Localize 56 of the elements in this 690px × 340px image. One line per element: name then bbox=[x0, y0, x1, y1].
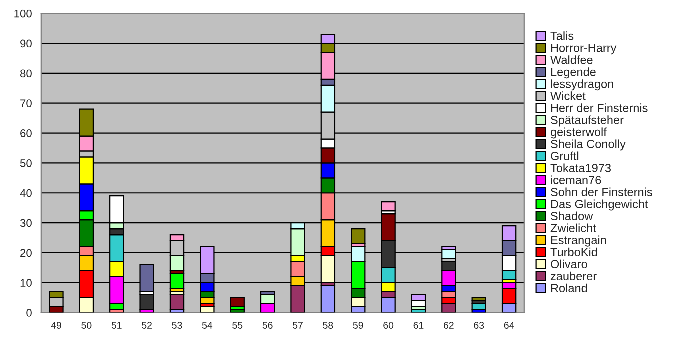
x-tick-label: 61 bbox=[414, 322, 424, 329]
bar bbox=[140, 294, 154, 310]
legend-label: Das Gleichgewicht bbox=[551, 200, 648, 211]
legend-label: Estrangain bbox=[551, 236, 606, 247]
legend-label: geisterwolf bbox=[550, 128, 607, 139]
y-tick-label: 10 bbox=[20, 279, 32, 288]
bar bbox=[230, 297, 245, 308]
x-tick-label: 57 bbox=[292, 322, 303, 329]
legend-label: iceman76 bbox=[551, 176, 602, 184]
x-tick-label: 60 bbox=[384, 322, 394, 329]
legend-label: Wicket bbox=[550, 92, 586, 100]
x-tick-label: 62 bbox=[444, 322, 454, 329]
legend-label: Shadow bbox=[551, 212, 594, 220]
legend-label: Talis bbox=[550, 32, 574, 40]
y-tick-label: 40 bbox=[20, 189, 32, 198]
x-tick-label: 54 bbox=[202, 322, 213, 329]
y-tick-label: 60 bbox=[20, 130, 32, 138]
bar bbox=[170, 294, 185, 310]
y-tick-label: 100 bbox=[14, 10, 32, 18]
x-tick-label: 49 bbox=[51, 322, 62, 329]
legend-label: Sohn der Finsternis bbox=[551, 188, 652, 196]
legend-label: zauberer bbox=[550, 272, 597, 281]
bar bbox=[381, 202, 396, 212]
x-tick-label: 53 bbox=[172, 322, 182, 329]
x-tick-label: 58 bbox=[323, 322, 334, 329]
legend-label: Zwielicht bbox=[550, 224, 596, 232]
x-tick-label: 63 bbox=[474, 322, 484, 329]
legend-label: Spätaufsteher bbox=[551, 116, 624, 127]
x-tick-label: 64 bbox=[504, 322, 514, 329]
legend-label: TurboKid bbox=[550, 248, 598, 256]
x-tick-label: 55 bbox=[232, 322, 243, 329]
legend-label: Tokata1973 bbox=[550, 164, 611, 172]
legend-label: Legende bbox=[551, 68, 596, 79]
legend-label: Horror-Harry bbox=[551, 44, 617, 55]
y-tick-label: 50 bbox=[20, 159, 32, 168]
legend-label: Sheila Conolly bbox=[551, 140, 626, 151]
bar bbox=[472, 297, 486, 302]
x-tick-label: 56 bbox=[262, 322, 273, 329]
x-tick-label: 59 bbox=[353, 322, 364, 329]
legend-label: Olivaro bbox=[551, 260, 588, 269]
legend-label: Waldfee bbox=[550, 56, 593, 64]
x-tick-label: 51 bbox=[112, 322, 122, 329]
legend-label: Roland bbox=[551, 284, 588, 293]
legend-label: lessydragon bbox=[551, 80, 614, 91]
y-tick-label: 70 bbox=[20, 100, 32, 108]
x-tick-label: 50 bbox=[82, 322, 92, 329]
bar bbox=[320, 285, 336, 313]
x-tick-label: 52 bbox=[142, 322, 152, 329]
y-tick-label: 80 bbox=[20, 70, 32, 78]
y-tick-label: 0 bbox=[26, 309, 32, 317]
bar bbox=[351, 228, 366, 245]
y-tick-label: 20 bbox=[20, 249, 32, 258]
y-tick-label: 30 bbox=[20, 219, 32, 228]
legend-label: Herr der Finsternis bbox=[551, 104, 648, 112]
legend-label: Gruftl bbox=[551, 152, 579, 160]
y-tick-label: 90 bbox=[20, 40, 32, 48]
